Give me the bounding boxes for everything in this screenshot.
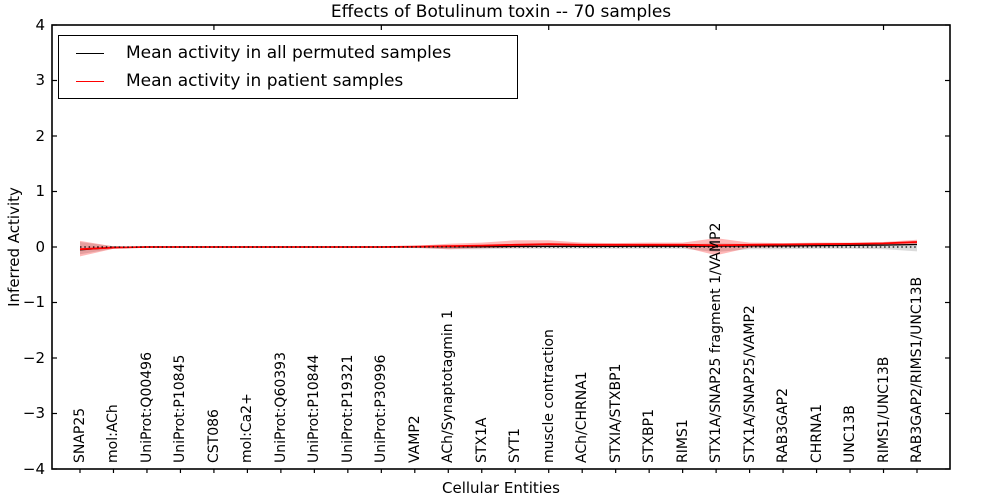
x-tick-label: CST086: [205, 409, 222, 463]
x-tick-label: UNC13B: [842, 405, 859, 463]
x-tick-label: RIMS1/UNC13B: [875, 356, 892, 463]
x-tick-label: STX1A/SNAP25 fragment 1/VAMP2: [708, 222, 725, 463]
legend-item-patient: Mean activity in patient samples: [76, 71, 517, 91]
legend: Mean activity in all permuted samples Me…: [58, 35, 518, 99]
x-tick-label: ACh/CHRNA1: [574, 371, 591, 463]
x-tick-label: UniProt:P19321: [339, 354, 356, 463]
x-tick-label: RAB3GAP2/RIMS1/UNC13B: [909, 276, 925, 463]
x-tick-label: UniProt:P10845: [172, 354, 189, 463]
x-tick-label: SNAP25: [72, 407, 88, 463]
y-tick-label: −1: [22, 293, 45, 311]
x-tick-label: UniProt:P10844: [306, 354, 323, 463]
x-tick-label: STXIA/STXBP1: [607, 363, 624, 463]
x-tick-label: ACh/Synaptotagmin 1: [440, 310, 457, 463]
x-tick-label: mol:ACh: [105, 404, 122, 463]
x-tick-label: muscle contraction: [540, 329, 557, 463]
x-tick-label: mol:Ca2+: [239, 393, 256, 463]
y-tick-label: 2: [35, 126, 45, 145]
x-tick-label: SYT1: [507, 428, 524, 463]
x-tick-label: VAMP2: [406, 415, 423, 463]
x-tick-label: CHRNA1: [808, 404, 825, 463]
x-tick-label: UniProt:P30996: [373, 354, 390, 463]
y-tick-label: 3: [35, 71, 45, 89]
legend-label-permuted: Mean activity in all permuted samples: [126, 43, 452, 63]
x-tick-label: STX1A/SNAP25/VAMP2: [741, 305, 758, 463]
y-tick-label: 0: [35, 237, 45, 256]
y-tick-label: 4: [35, 15, 45, 34]
x-tick-label: UniProt:Q60393: [272, 352, 289, 463]
legend-item-permuted: Mean activity in all permuted samples: [76, 43, 517, 63]
patient-mean-line: [79, 241, 918, 251]
patient-line-swatch: [76, 80, 104, 82]
legend-label-patient: Mean activity in patient samples: [126, 71, 404, 91]
chart-title: Effects of Botulinum toxin -- 70 samples: [330, 2, 672, 22]
y-tick-label: −2: [22, 348, 45, 367]
y-tick-label: −4: [22, 459, 45, 478]
y-tick-label: −3: [22, 404, 45, 422]
x-tick-label: STXBP1: [641, 409, 658, 463]
x-axis-label: Cellular Entities: [442, 479, 560, 497]
x-tick-label: RAB3GAP2: [775, 387, 792, 463]
x-tick-label: UniProt:Q00496: [138, 352, 155, 463]
permuted-line-swatch: [76, 52, 104, 54]
y-tick-label: 1: [35, 182, 45, 200]
x-tick-label: STX1A: [473, 417, 490, 463]
x-tick-label: RIMS1: [674, 419, 691, 463]
